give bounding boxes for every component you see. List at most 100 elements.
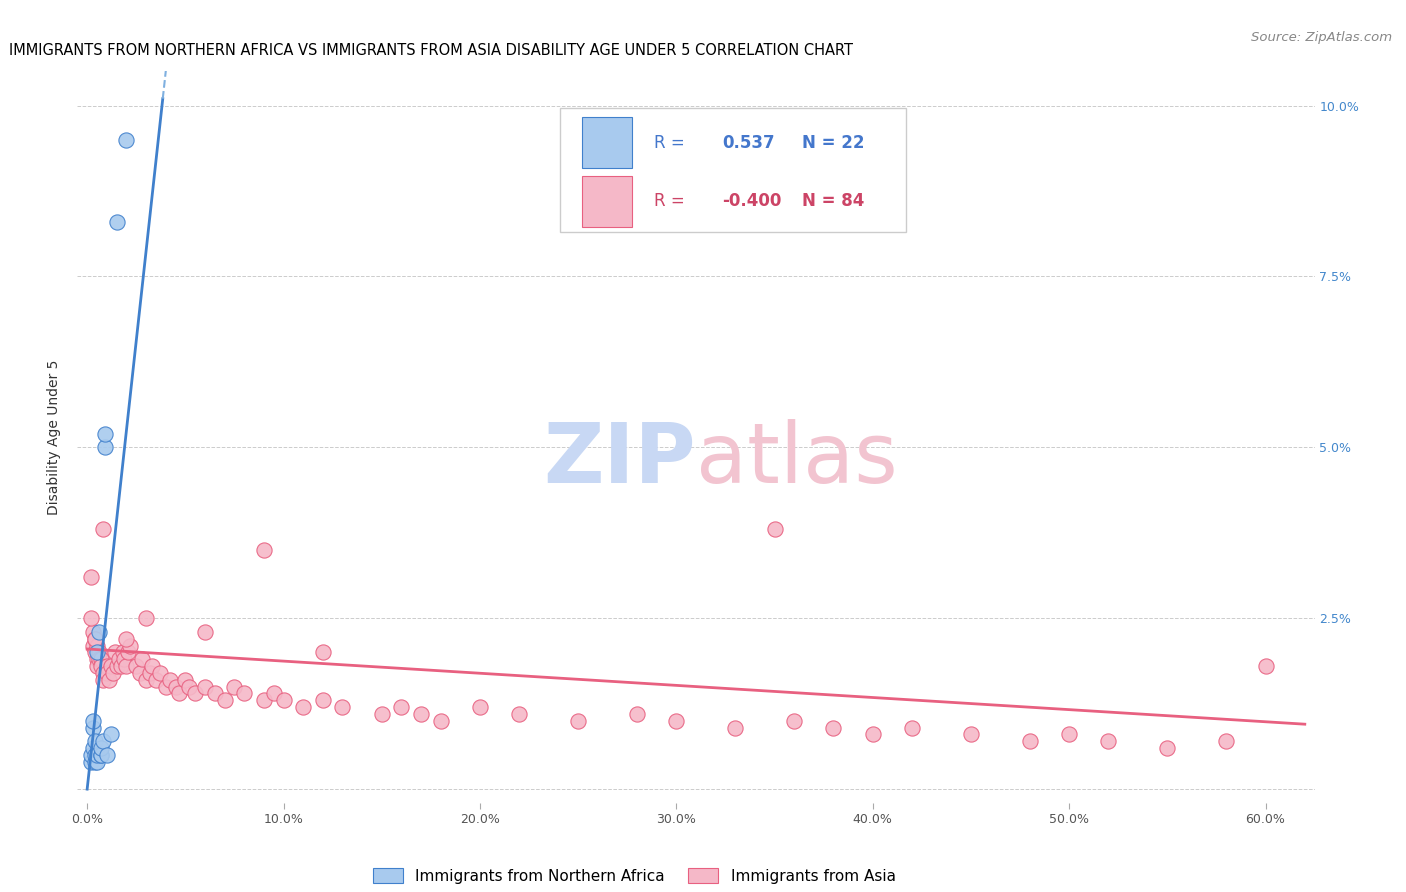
- Text: IMMIGRANTS FROM NORTHERN AFRICA VS IMMIGRANTS FROM ASIA DISABILITY AGE UNDER 5 C: IMMIGRANTS FROM NORTHERN AFRICA VS IMMIG…: [10, 43, 853, 58]
- Point: [111, 645, 134, 659]
- Point: [155, 680, 177, 694]
- Point: [179, 680, 201, 694]
- Point: [82, 741, 104, 756]
- Point: [139, 665, 162, 680]
- Point: [169, 686, 191, 700]
- Point: [409, 706, 432, 721]
- Point: [80, 755, 103, 769]
- Point: [86, 747, 108, 762]
- Point: [1097, 734, 1119, 748]
- Point: [87, 624, 110, 639]
- Point: [90, 659, 112, 673]
- Point: [1156, 741, 1178, 756]
- Point: [100, 659, 122, 673]
- Point: [135, 673, 157, 687]
- Point: [91, 522, 114, 536]
- Point: [149, 665, 172, 680]
- Point: [86, 659, 108, 673]
- Point: [626, 706, 648, 721]
- Point: [90, 747, 112, 762]
- Text: N = 22: N = 22: [803, 134, 865, 152]
- Point: [665, 714, 688, 728]
- Point: [91, 734, 114, 748]
- Point: [96, 659, 118, 673]
- FancyBboxPatch shape: [560, 108, 907, 232]
- Y-axis label: Disability Age Under 5: Disability Age Under 5: [48, 359, 62, 515]
- Point: [80, 570, 103, 584]
- Point: [101, 665, 124, 680]
- Point: [91, 673, 114, 687]
- Point: [312, 645, 335, 659]
- Point: [94, 440, 117, 454]
- Text: N = 84: N = 84: [803, 192, 865, 211]
- Text: -0.400: -0.400: [721, 192, 782, 211]
- Point: [429, 714, 451, 728]
- Point: [174, 673, 197, 687]
- Text: ZIP: ZIP: [544, 418, 696, 500]
- Point: [129, 665, 152, 680]
- Point: [84, 747, 107, 762]
- Bar: [582, 117, 631, 169]
- Point: [135, 611, 157, 625]
- Point: [84, 755, 107, 769]
- Point: [253, 693, 276, 707]
- Point: [100, 727, 122, 741]
- Point: [263, 686, 285, 700]
- Point: [204, 686, 226, 700]
- Point: [87, 645, 110, 659]
- Point: [82, 714, 104, 728]
- Point: [110, 659, 132, 673]
- Point: [105, 215, 128, 229]
- Point: [105, 659, 128, 673]
- Legend: Immigrants from Northern Africa, Immigrants from Asia: Immigrants from Northern Africa, Immigra…: [367, 862, 901, 890]
- Point: [82, 624, 104, 639]
- Point: [233, 686, 256, 700]
- Point: [125, 659, 148, 673]
- Point: [312, 693, 335, 707]
- Point: [194, 624, 217, 639]
- Point: [84, 645, 107, 659]
- Point: [90, 652, 112, 666]
- Point: [86, 639, 108, 653]
- Point: [115, 659, 138, 673]
- Point: [107, 652, 129, 666]
- Point: [86, 652, 108, 666]
- Point: [1057, 727, 1080, 741]
- Point: [273, 693, 295, 707]
- Point: [763, 522, 786, 536]
- Point: [389, 700, 412, 714]
- Point: [253, 542, 276, 557]
- Point: [96, 747, 118, 762]
- Bar: [582, 176, 631, 227]
- Point: [90, 747, 112, 762]
- Point: [84, 632, 107, 646]
- Text: atlas: atlas: [696, 418, 897, 500]
- Point: [862, 727, 884, 741]
- Point: [97, 673, 120, 687]
- Point: [84, 734, 107, 748]
- Point: [87, 652, 110, 666]
- Point: [104, 645, 127, 659]
- Point: [114, 652, 136, 666]
- Point: [332, 700, 354, 714]
- Point: [1254, 659, 1277, 673]
- Point: [80, 611, 103, 625]
- Point: [724, 721, 747, 735]
- Point: [86, 755, 108, 769]
- Text: 0.537: 0.537: [721, 134, 775, 152]
- Point: [214, 693, 236, 707]
- Point: [468, 700, 491, 714]
- Point: [508, 706, 530, 721]
- Point: [86, 645, 108, 659]
- Point: [165, 680, 187, 694]
- Point: [371, 706, 394, 721]
- Point: [224, 680, 246, 694]
- Point: [783, 714, 806, 728]
- Text: Source: ZipAtlas.com: Source: ZipAtlas.com: [1251, 31, 1392, 45]
- Text: R =: R =: [654, 134, 690, 152]
- Point: [94, 426, 117, 441]
- Point: [960, 727, 983, 741]
- Point: [82, 721, 104, 735]
- Point: [115, 632, 138, 646]
- Point: [120, 639, 142, 653]
